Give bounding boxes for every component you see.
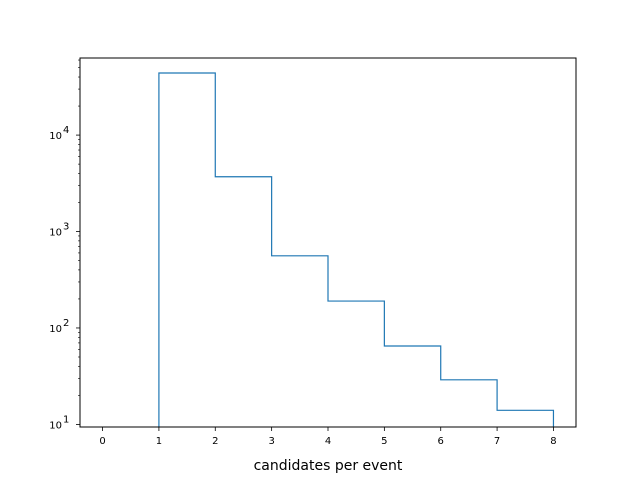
- x-tick-label: 0: [99, 436, 105, 447]
- x-tick-label: 3: [268, 436, 274, 447]
- y-tick-exponent: 3: [63, 222, 69, 233]
- histogram-step-line: [158, 72, 555, 427]
- x-tick-label: 6: [438, 436, 444, 447]
- x-tick-label: 5: [381, 436, 387, 447]
- y-tick-label: 10: [49, 131, 62, 142]
- y-tick-label: 10: [49, 228, 62, 239]
- y-tick-exponent: 2: [63, 318, 69, 329]
- plot-frame: [79, 57, 577, 428]
- x-tick-label: 7: [494, 436, 500, 447]
- y-tick-label: 10: [49, 324, 62, 335]
- plot-content: [158, 72, 555, 427]
- y-tick-label: 10: [49, 420, 62, 431]
- x-tick-label: 8: [550, 436, 556, 447]
- x-axis-label: candidates per event: [254, 458, 403, 474]
- y-tick-exponent: 4: [63, 125, 69, 136]
- x-tick-label: 1: [156, 436, 162, 447]
- x-tick-label: 2: [212, 436, 218, 447]
- x-axis: 0 1 2 3 4 5 6 7 8: [99, 427, 557, 447]
- y-tick-exponent: 1: [63, 414, 69, 425]
- x-tick-label: 4: [325, 436, 331, 447]
